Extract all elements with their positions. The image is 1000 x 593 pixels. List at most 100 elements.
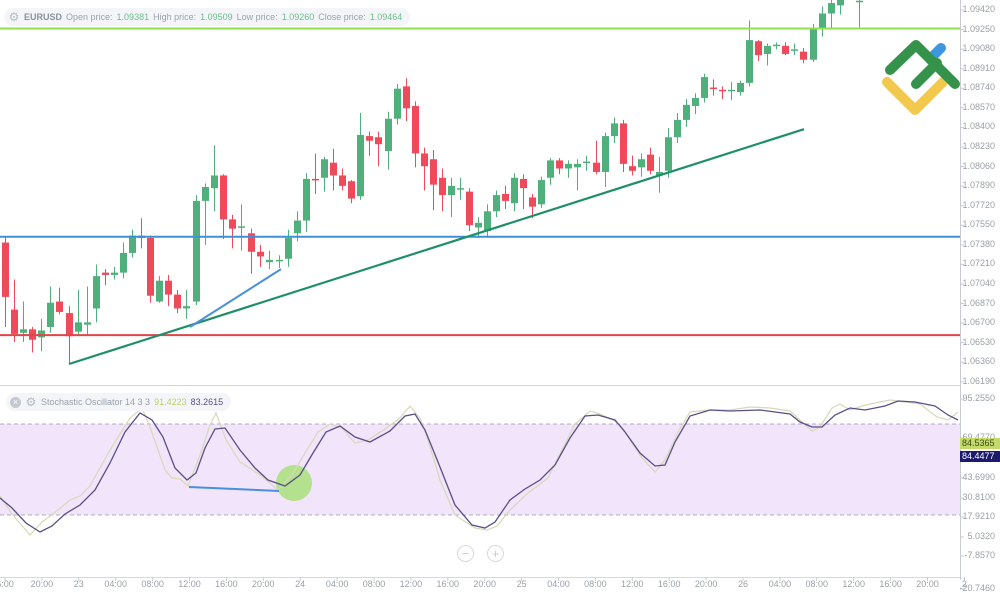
candle: [430, 149, 437, 211]
candle: [93, 264, 100, 323]
candle: [529, 193, 536, 219]
price-tick-label: 1.07380: [962, 238, 995, 249]
zoom-out-button[interactable]: −: [457, 545, 474, 562]
k-value-badge: 84.5365: [960, 438, 1000, 449]
stoch-k-line: [0, 399, 959, 536]
candle: [330, 148, 337, 191]
time-tick-label: 04:00: [325, 579, 349, 589]
time-tick-label: 2: [961, 579, 967, 589]
candle: [147, 235, 154, 303]
high-label: High price:: [153, 12, 197, 22]
candle: [773, 42, 780, 50]
zoom-in-button[interactable]: +: [487, 545, 504, 562]
candle: [129, 229, 136, 258]
price-tick-label: 1.07210: [962, 258, 995, 269]
candlestick-series: [2, 0, 863, 365]
candle: [593, 140, 600, 175]
high-value: 1.09509: [200, 12, 233, 22]
candle: [647, 147, 654, 175]
candle: [312, 153, 319, 194]
candle: [183, 289, 190, 319]
d-value-badge: 84.4477: [960, 451, 1000, 462]
candle: [165, 274, 172, 307]
candle: [394, 84, 401, 125]
oscillator-tick-label: -20.7460: [959, 583, 995, 593]
candle: [674, 112, 681, 144]
candle: [565, 160, 572, 178]
indicator-settings-gear-icon[interactable]: ⚙: [25, 395, 37, 409]
settings-gear-icon[interactable]: ⚙: [8, 10, 20, 24]
oscillator-overbought-oversold-band: [0, 424, 960, 515]
time-tick-label: 12:00: [621, 579, 644, 589]
price-legend: ⚙ EURUSD Open price: 1.09381 High price:…: [4, 8, 411, 26]
oscillator-tick-label: 17.9210: [962, 511, 995, 521]
time-tick-label: 20:00: [30, 579, 54, 589]
oscillator-tick-label: 30.8100: [962, 492, 995, 502]
candle: [583, 155, 590, 171]
candle: [755, 40, 762, 61]
candle: [764, 43, 771, 66]
candle: [810, 23, 817, 63]
price-tick-label: 1.07720: [962, 199, 995, 210]
candle: [266, 250, 273, 270]
candle: [2, 236, 9, 327]
price-tick-label: 1.06700: [962, 317, 995, 328]
candle: [174, 289, 181, 314]
time-tick-label: 08:00: [362, 579, 386, 589]
oscillator-tick-label: 95.2550: [962, 393, 995, 403]
price-tick-label: 1.07550: [962, 219, 995, 230]
candle: [156, 276, 163, 303]
candle: [229, 214, 236, 249]
candle: [837, 0, 844, 15]
price-tick-label: 1.06360: [962, 356, 995, 367]
candle: [701, 73, 708, 103]
candle: [348, 180, 355, 204]
time-tick-label: 25: [516, 579, 527, 589]
candle: [800, 48, 807, 64]
candle: [238, 204, 245, 251]
price-tick-label: 1.09080: [962, 43, 995, 54]
time-tick-label: 12:00: [178, 579, 201, 589]
candle: [737, 80, 744, 96]
candle: [611, 117, 618, 144]
candle: [556, 158, 563, 175]
candle: [683, 99, 690, 127]
trendlines[interactable]: [68, 128, 805, 366]
candle: [502, 185, 509, 209]
candle: [202, 183, 209, 245]
candle: [692, 93, 699, 115]
price-tick-label: 1.07040: [962, 277, 995, 288]
candle: [819, 6, 826, 37]
candle: [728, 81, 735, 101]
time-tick-label: 16:00: [215, 579, 238, 589]
oscillator-divergence-line[interactable]: [188, 486, 280, 492]
candle: [47, 286, 54, 333]
time-tick-label: 20:00: [252, 579, 275, 589]
candle: [366, 131, 373, 156]
candle: [220, 174, 227, 240]
candle: [385, 111, 392, 170]
candle: [357, 112, 364, 200]
price-tick-label: 1.08570: [962, 101, 995, 112]
candle: [791, 43, 798, 56]
candle: [520, 174, 527, 209]
low-label: Low price:: [236, 12, 278, 22]
time-tick-label: 04:00: [768, 579, 792, 589]
indicator-d-value: 83.2615: [190, 397, 224, 407]
candle: [448, 177, 455, 218]
oscillator-tick-label: 69.4770: [962, 432, 995, 442]
highlight-circle: [276, 465, 312, 501]
candle: [665, 128, 672, 178]
candle: [457, 177, 464, 200]
oscillator-tick-label: 43.6990: [962, 472, 995, 482]
candle: [828, 0, 835, 29]
price-divergence-line[interactable]: [189, 268, 282, 328]
candle: [321, 156, 328, 192]
candle: [257, 244, 264, 267]
remove-indicator-close-icon[interactable]: ×: [10, 396, 21, 408]
time-tick-label: 20:00: [473, 579, 496, 589]
candle: [629, 155, 636, 176]
horizontal-levels[interactable]: [0, 27, 960, 337]
candle: [303, 173, 310, 233]
